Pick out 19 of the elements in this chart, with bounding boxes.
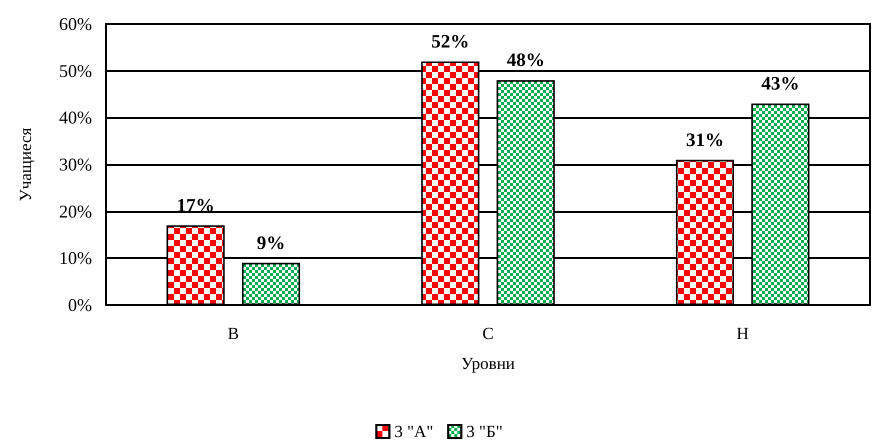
y-axis-title: Учащиеся xyxy=(16,127,35,202)
y-tick-label: 50% xyxy=(59,60,92,81)
y-tick-label: 20% xyxy=(59,201,92,222)
x-axis-title: Уровни xyxy=(461,354,515,373)
legend-label: 3 "Б" xyxy=(466,422,503,441)
y-tick-label: 30% xyxy=(59,154,92,174)
y-tick-label: 0% xyxy=(68,295,92,315)
x-tick-label: Н xyxy=(736,324,749,343)
x-tick-label: С xyxy=(482,324,494,343)
data-label: 48% xyxy=(506,50,545,72)
data-label: 9% xyxy=(256,232,286,254)
data-label: 43% xyxy=(761,74,800,95)
y-tick-label: 10% xyxy=(59,248,92,268)
x-tick-label: В xyxy=(228,324,240,343)
y-tick-label: 60% xyxy=(59,14,92,34)
data-label: 52% xyxy=(431,31,470,52)
data-label: 31% xyxy=(686,130,724,151)
legend-label: 3 "А" xyxy=(394,422,434,441)
y-tick-label: 40% xyxy=(59,108,92,128)
